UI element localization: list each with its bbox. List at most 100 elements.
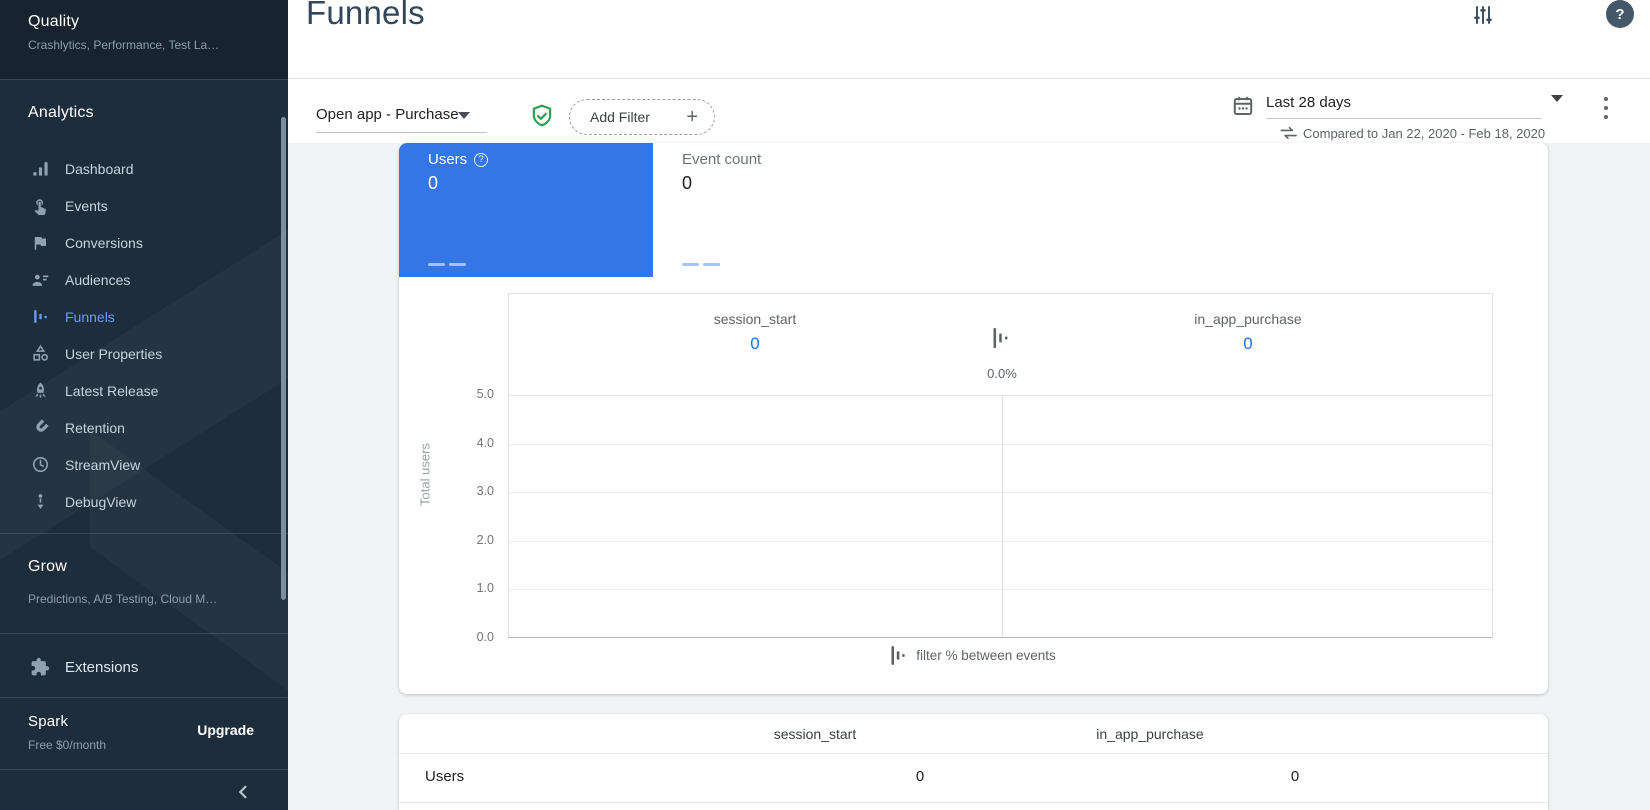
sidebar-item-latest-release[interactable]: Latest Release: [0, 372, 288, 409]
puzzle-icon: [30, 657, 50, 677]
divider: [0, 697, 288, 698]
sidebar-item-label: Latest Release: [65, 382, 159, 399]
sidebar-item-label: Retention: [65, 419, 125, 436]
sidebar-scrollbar[interactable]: [281, 117, 286, 600]
sidebar-item-user-properties[interactable]: User Properties: [0, 335, 288, 372]
table-header-in-app-purchase: in_app_purchase: [1096, 726, 1204, 742]
sidebar-quality-section[interactable]: Quality Crashlytics, Performance, Test L…: [0, 0, 288, 79]
tune-icon: [1474, 6, 1492, 24]
sidebar-item-conversions[interactable]: Conversions: [0, 224, 288, 261]
gridline: [509, 492, 1492, 493]
date-range-underline: [1266, 118, 1542, 119]
add-filter-button[interactable]: Add Filter +: [569, 99, 715, 135]
y-axis-label: Total users: [417, 443, 433, 506]
funnel-glyph-icon: [993, 328, 1008, 348]
sidebar-item-dashboard[interactable]: Dashboard: [0, 150, 288, 187]
y-tick: 2.0: [476, 533, 494, 547]
question-mark-icon: ?: [1615, 5, 1625, 23]
chart-legend: filter % between events: [399, 646, 1548, 665]
add-filter-label: Add Filter: [590, 109, 650, 125]
y-tick: 1.0: [476, 581, 494, 595]
divider: [0, 533, 288, 534]
sidebar-item-label: Dashboard: [65, 160, 134, 177]
upgrade-button[interactable]: Upgrade: [197, 722, 254, 738]
legend-funnel-icon: [891, 646, 905, 665]
table-header-session-start: session_start: [773, 726, 857, 742]
plus-icon: +: [686, 106, 698, 128]
sidebar-item-label: Events: [65, 197, 108, 214]
table-divider: [399, 802, 1548, 803]
step-completion-rate: 0.0%: [987, 366, 1017, 381]
step-label-in-app-purchase: in_app_purchase: [1194, 311, 1302, 327]
users-help-icon[interactable]: ?: [474, 152, 489, 167]
chevron-left-icon: [238, 785, 247, 799]
grow-section-subtitle: Predictions, A/B Testing, Cloud M…: [28, 592, 218, 606]
tab-event-count[interactable]: Event count 0: [653, 143, 907, 277]
sidebar-item-streamview[interactable]: StreamView: [0, 446, 288, 483]
audience-icon: [30, 270, 50, 290]
divider: [0, 79, 288, 80]
compare-arrows-icon: [1280, 126, 1297, 140]
y-tick: 5.0: [476, 387, 494, 401]
y-tick: 4.0: [476, 436, 494, 450]
grow-section-title: Grow: [28, 558, 68, 575]
tab-users[interactable]: Users ? 0: [399, 143, 653, 277]
gridline: [509, 395, 1492, 396]
quality-section-subtitle: Crashlytics, Performance, Test La…: [28, 38, 220, 52]
magnet-icon: [30, 418, 50, 438]
help-button[interactable]: ?: [1606, 0, 1634, 28]
cell-in-app-purchase: 0: [1290, 768, 1300, 785]
legend-dash: [682, 263, 699, 266]
funnel-settings-button[interactable]: [1469, 1, 1497, 29]
event-count-tab-label: Event count: [682, 151, 762, 168]
main-header: Funnels ?: [288, 0, 1650, 79]
verified-shield-icon: [529, 103, 555, 129]
sidebar-item-debugview[interactable]: DebugView: [0, 483, 288, 520]
sidebar-item-funnels[interactable]: Funnels: [0, 298, 288, 335]
sidebar-item-label: Funnels: [65, 308, 115, 325]
sidebar-item-extensions[interactable]: Extensions: [0, 648, 288, 686]
legend-dash: [428, 263, 445, 266]
funnel-select[interactable]: Open app - Purchase: [316, 106, 459, 123]
kebab-menu-icon[interactable]: [1599, 97, 1613, 119]
step-value-in-app-purchase[interactable]: 0: [1243, 334, 1253, 353]
gridline: [509, 589, 1492, 590]
sidebar-item-label: Extensions: [65, 658, 139, 676]
sidebar-item-audiences[interactable]: Audiences: [0, 261, 288, 298]
chevron-down-icon[interactable]: [458, 112, 470, 119]
sidebar-item-label: Audiences: [65, 271, 131, 288]
divider: [0, 633, 288, 634]
clock-icon: [30, 455, 50, 475]
bar-chart-icon: [30, 159, 50, 179]
debug-route-icon: [30, 492, 50, 512]
gridline: [509, 541, 1492, 542]
collapse-sidebar-button[interactable]: [234, 782, 254, 802]
sidebar-item-events[interactable]: Events: [0, 187, 288, 224]
date-range-select[interactable]: Last 28 days: [1266, 94, 1352, 111]
sidebar-item-label: StreamView: [65, 456, 141, 473]
header-divider: [288, 78, 1650, 79]
touch-icon: [30, 196, 50, 216]
sidebar-item-retention[interactable]: Retention: [0, 409, 288, 446]
plan-detail: Free $0/month: [28, 738, 107, 752]
quality-section-title: Quality: [28, 13, 80, 30]
plan-name: Spark: [28, 713, 69, 730]
analytics-section-title: Analytics: [28, 104, 94, 121]
gridline: [509, 444, 1492, 445]
filter-bar: Open app - Purchase Add Filter + Last 28…: [288, 79, 1650, 143]
sidebar-item-label: User Properties: [65, 345, 163, 362]
step-value-session-start[interactable]: 0: [750, 334, 760, 353]
compared-to-label: Compared to Jan 22, 2020 - Feb 18, 2020: [1303, 126, 1546, 141]
row-label: Users: [425, 768, 465, 785]
legend-label: filter % between events: [916, 648, 1056, 663]
sidebar-item-label: DebugView: [65, 493, 137, 510]
funnel-chart-card: Users ? 0 Event count 0 session_start 0 …: [399, 143, 1548, 694]
funnel-chart-plot: session_start 0 in_app_purchase 0 0.0%: [508, 293, 1493, 638]
y-tick: 0.0: [476, 630, 494, 644]
funnel-select-underline: [316, 132, 487, 133]
shapes-icon: [30, 344, 50, 364]
step-label-session-start: session_start: [713, 311, 797, 327]
chevron-down-icon[interactable]: [1551, 95, 1563, 102]
calendar-icon[interactable]: [1231, 94, 1255, 118]
